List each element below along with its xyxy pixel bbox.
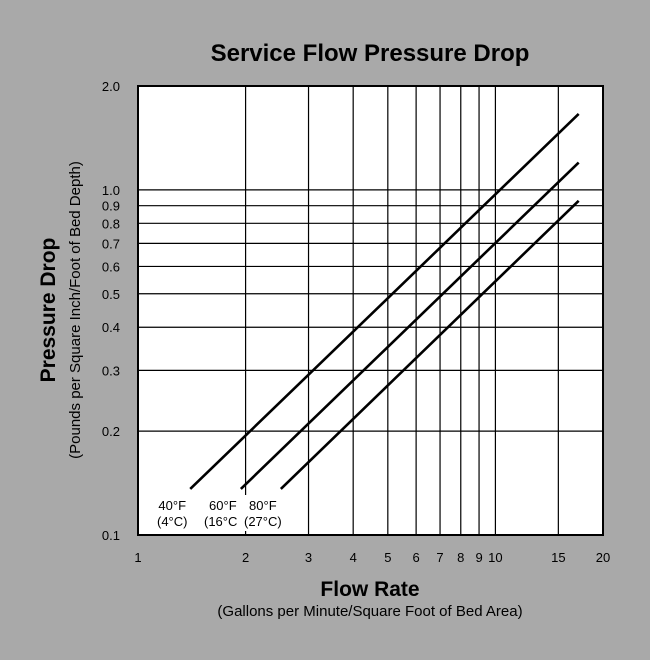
series-label: 60°F <box>209 498 237 513</box>
x-tick-label: 1 <box>134 550 141 565</box>
x-tick-label: 20 <box>596 550 610 565</box>
x-tick-label: 15 <box>551 550 565 565</box>
y-tick-label: 0.7 <box>102 236 120 251</box>
y-tick-label: 0.5 <box>102 287 120 302</box>
x-tick-label: 5 <box>384 550 391 565</box>
series-sublabel: (16°C) <box>204 514 242 529</box>
x-tick-label: 6 <box>413 550 420 565</box>
x-tick-label: 10 <box>488 550 502 565</box>
series-sublabel: (27°C) <box>244 514 282 529</box>
y-tick-label: 0.1 <box>102 528 120 543</box>
x-tick-label: 7 <box>436 550 443 565</box>
plot-area <box>138 86 603 535</box>
y-tick-label: 1.0 <box>102 183 120 198</box>
series-label-bg <box>146 495 199 531</box>
series-line-2 <box>279 199 580 490</box>
series-line-1 <box>239 161 580 490</box>
y-tick-label: 0.3 <box>102 363 120 378</box>
plot-border <box>137 85 604 536</box>
y-tick-label: 2.0 <box>102 79 120 94</box>
y-axis-sublabel: (Pounds per Square Inch/Foot of Bed Dept… <box>67 161 84 459</box>
chart-title: Service Flow Pressure Drop <box>211 40 530 67</box>
y-tick-label: 0.6 <box>102 259 120 274</box>
series-label: 80°F <box>249 498 277 513</box>
x-tick-label: 2 <box>242 550 249 565</box>
y-tick-label: 0.8 <box>102 216 120 231</box>
series-line-0 <box>189 112 580 490</box>
y-tick-label: 0.2 <box>102 424 120 439</box>
series-label: 40°F <box>158 498 186 513</box>
x-tick-label: 3 <box>305 550 312 565</box>
x-tick-label: 4 <box>350 550 357 565</box>
y-tick-label: 0.9 <box>102 199 120 214</box>
x-tick-label: 8 <box>457 550 464 565</box>
x-axis-sublabel: (Gallons per Minute/Square Foot of Bed A… <box>217 603 522 620</box>
x-tick-label: 9 <box>475 550 482 565</box>
series-sublabel: (4°C) <box>157 514 187 529</box>
x-axis-label: Flow Rate <box>320 578 419 601</box>
series-label-bg <box>236 495 289 531</box>
y-axis-label: Pressure Drop <box>37 238 60 383</box>
y-tick-label: 0.4 <box>102 320 120 335</box>
